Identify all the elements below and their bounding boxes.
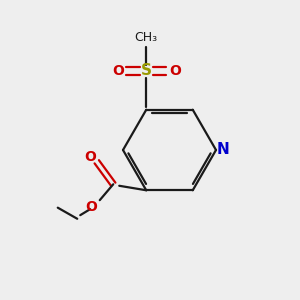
Text: O: O	[169, 64, 181, 78]
Text: O: O	[112, 64, 124, 78]
Text: N: N	[216, 142, 229, 158]
Text: O: O	[84, 150, 96, 164]
Text: CH₃: CH₃	[135, 31, 158, 44]
Text: O: O	[85, 200, 97, 214]
Text: S: S	[141, 63, 152, 78]
